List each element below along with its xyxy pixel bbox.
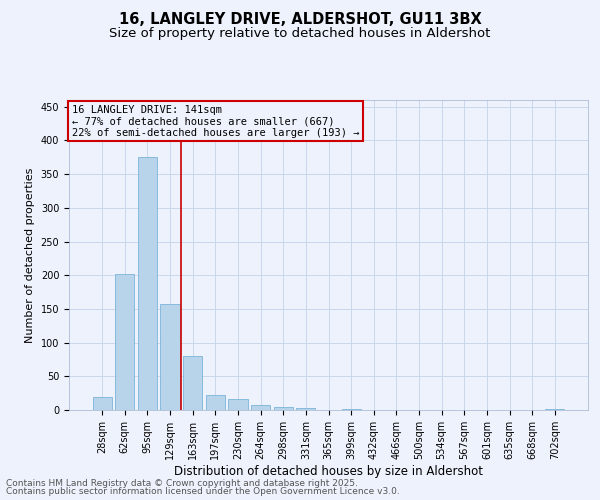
Bar	[229, 399, 248, 410]
Bar	[296, 408, 316, 410]
Y-axis label: Number of detached properties: Number of detached properties	[25, 168, 35, 342]
Bar	[206, 394, 225, 410]
Bar	[251, 404, 270, 410]
Text: 16, LANGLEY DRIVE, ALDERSHOT, GU11 3BX: 16, LANGLEY DRIVE, ALDERSHOT, GU11 3BX	[119, 12, 481, 28]
Bar	[545, 408, 565, 410]
Bar	[274, 406, 293, 410]
Bar	[160, 304, 180, 410]
Bar	[92, 397, 112, 410]
Bar	[138, 158, 157, 410]
X-axis label: Distribution of detached houses by size in Aldershot: Distribution of detached houses by size …	[174, 464, 483, 477]
Text: 16 LANGLEY DRIVE: 141sqm
← 77% of detached houses are smaller (667)
22% of semi-: 16 LANGLEY DRIVE: 141sqm ← 77% of detach…	[71, 104, 359, 138]
Text: Contains HM Land Registry data © Crown copyright and database right 2025.: Contains HM Land Registry data © Crown c…	[6, 478, 358, 488]
Text: Contains public sector information licensed under the Open Government Licence v3: Contains public sector information licen…	[6, 487, 400, 496]
Bar	[183, 356, 202, 410]
Bar	[341, 408, 361, 410]
Bar	[115, 274, 134, 410]
Text: Size of property relative to detached houses in Aldershot: Size of property relative to detached ho…	[109, 28, 491, 40]
